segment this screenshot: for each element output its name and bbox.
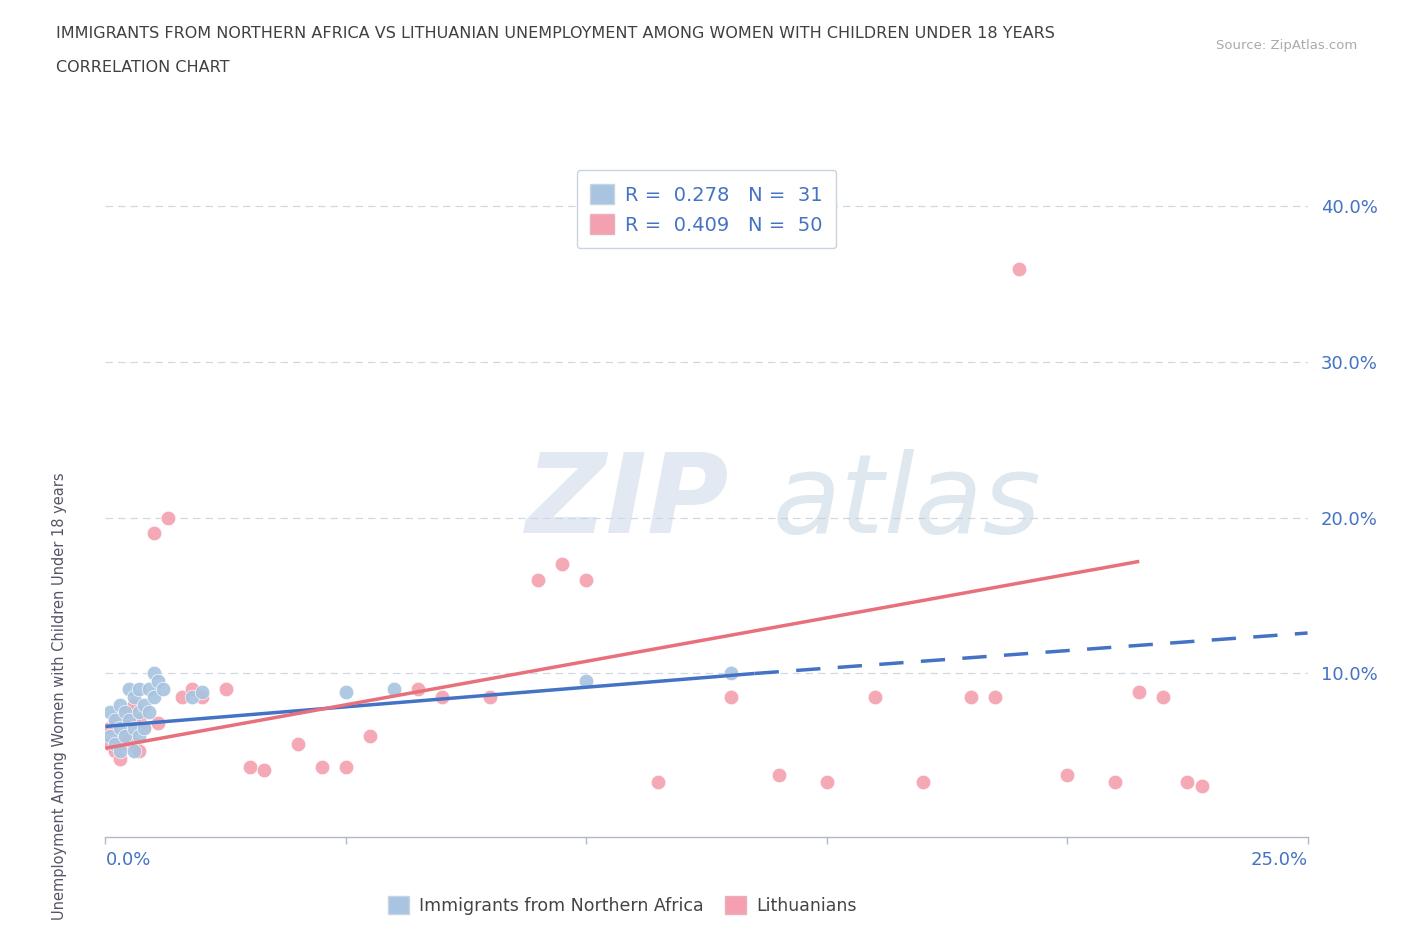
Point [311,760,333,775]
Point [430,689,453,704]
Point [124,698,146,712]
Point [152,682,174,697]
Text: IMMIGRANTS FROM NORTHERN AFRICA VS LITHUANIAN UNEMPLOYMENT AMONG WOMEN WITH CHIL: IMMIGRANTS FROM NORTHERN AFRICA VS LITHU… [56,26,1054,41]
Point [104,712,127,727]
Point [479,689,502,704]
Point [104,737,127,751]
Text: ZIP: ZIP [526,448,730,556]
Point [118,682,141,697]
Point [132,698,155,712]
Point [98,721,121,736]
Text: Source: ZipAtlas.com: Source: ZipAtlas.com [1216,39,1357,52]
Point [181,689,204,704]
Point [287,737,309,751]
Point [128,728,150,743]
Point [335,760,357,775]
Point [214,682,236,697]
Point [359,728,381,743]
Point [118,728,141,743]
Legend: Immigrants from Northern Africa, Lithuanians: Immigrants from Northern Africa, Lithuan… [381,889,863,922]
Point [138,682,160,697]
Point [768,767,790,782]
Point [181,682,204,697]
Point [253,763,276,777]
Point [118,705,141,720]
Point [382,682,405,697]
Point [406,682,429,697]
Point [960,689,983,704]
Text: Unemployment Among Women with Children Under 18 years: Unemployment Among Women with Children U… [52,472,67,920]
Point [128,705,150,720]
Point [1175,775,1198,790]
Point [527,573,550,588]
Point [114,737,136,751]
Point [148,674,170,689]
Point [575,674,598,689]
Text: 25.0%: 25.0% [1250,851,1308,869]
Point [720,666,742,681]
Point [98,728,121,743]
Point [98,705,121,720]
Point [108,744,131,759]
Point [575,573,598,588]
Point [128,682,150,697]
Point [1008,261,1031,276]
Point [1056,767,1078,782]
Point [190,684,212,699]
Point [148,716,170,731]
Point [128,712,150,727]
Text: atlas: atlas [773,448,1042,556]
Point [124,744,146,759]
Point [172,689,194,704]
Point [108,721,131,736]
Point [984,689,1007,704]
Point [124,721,146,736]
Point [108,751,131,766]
Point [863,689,886,704]
Point [114,728,136,743]
Text: CORRELATION CHART: CORRELATION CHART [56,60,229,75]
Point [128,744,150,759]
Point [132,721,155,736]
Point [98,737,121,751]
Point [551,557,574,572]
Point [108,728,131,743]
Point [104,712,127,727]
Point [124,737,146,751]
Point [190,689,212,704]
Point [108,698,131,712]
Point [1128,684,1150,699]
Point [720,689,742,704]
Point [647,775,669,790]
Point [911,775,934,790]
Point [1152,689,1174,704]
Point [118,712,141,727]
Point [142,689,165,704]
Point [156,511,179,525]
Point [142,525,165,540]
Point [114,705,136,720]
Point [815,775,838,790]
Text: 0.0%: 0.0% [105,851,150,869]
Point [239,760,262,775]
Point [335,684,357,699]
Point [104,744,127,759]
Point [1191,778,1213,793]
Point [142,666,165,681]
Point [1104,775,1126,790]
Point [114,712,136,727]
Point [124,689,146,704]
Point [132,721,155,736]
Point [138,705,160,720]
